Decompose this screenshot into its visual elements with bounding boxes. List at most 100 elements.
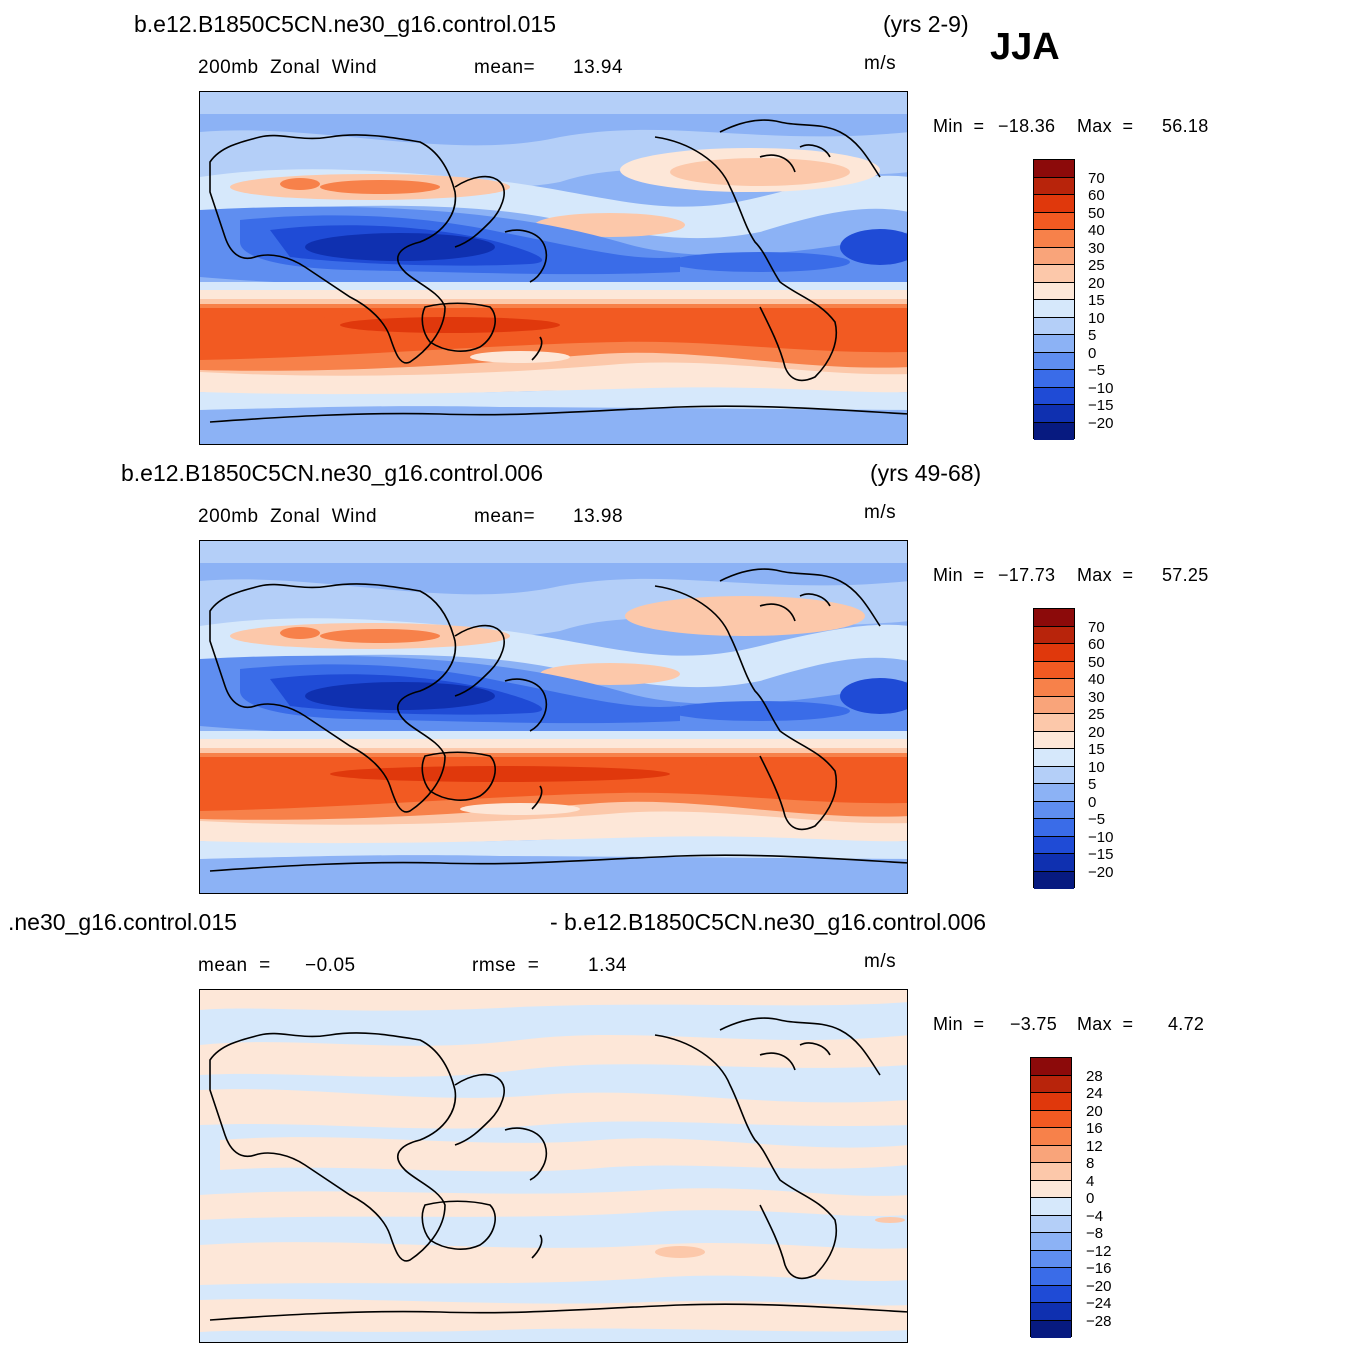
colorbar-level-label: −28: [1086, 1312, 1112, 1330]
panel3-title-right: - b.e12.B1850C5CN.ne30_g16.control.006: [550, 909, 987, 935]
panel1-colorbar: [1033, 159, 1075, 440]
colorbar-level-label: 10: [1088, 758, 1105, 776]
colorbar-level-label: −8: [1086, 1225, 1104, 1242]
colorbar-swatch: [1031, 1215, 1071, 1233]
colorbar-level-label: 5: [1088, 327, 1097, 344]
colorbar-level-label: 15: [1088, 292, 1105, 309]
colorbar-swatch: [1034, 714, 1074, 732]
colorbar-swatch: [1034, 335, 1074, 353]
colorbar-swatch: [1034, 661, 1074, 679]
colorbar-level-label: 0: [1086, 1190, 1095, 1207]
panel3-contour-field: [200, 990, 907, 1342]
colorbar-level-label: −10: [1088, 828, 1114, 846]
colorbar-swatch: [1031, 1093, 1071, 1111]
season-label: JJA: [990, 26, 1060, 68]
colorbar-level-label: 28: [1086, 1067, 1103, 1085]
panel2-years: (yrs 49-68): [870, 460, 982, 486]
panel1-max-value: 56.18: [1162, 116, 1209, 136]
colorbar-swatch: [1034, 644, 1074, 662]
colorbar-swatch: [1034, 801, 1074, 819]
panel2-mean-label: mean=: [474, 506, 536, 527]
colorbar-level-label: 40: [1088, 222, 1105, 239]
colorbar-swatch: [1034, 300, 1074, 318]
colorbar-level-label: 4: [1086, 1172, 1095, 1190]
colorbar-swatch: [1034, 317, 1074, 335]
colorbar-swatch: [1031, 1145, 1071, 1163]
panel3-min-label: Min =: [933, 1014, 985, 1034]
colorbar-level-label: −5: [1088, 811, 1106, 828]
panel1-mean-value: 13.94: [573, 57, 624, 78]
colorbar-swatch: [1034, 265, 1074, 283]
panel3-max-label: Max =: [1077, 1014, 1134, 1034]
colorbar-swatch: [1034, 282, 1074, 300]
panel1-case-title: b.e12.B1850C5CN.ne30_g16.control.015: [134, 11, 556, 37]
colorbar-swatch: [1034, 836, 1074, 854]
colorbar-swatch: [1031, 1198, 1071, 1216]
panel2-map: [199, 540, 908, 894]
colorbar-level-label: 12: [1086, 1137, 1103, 1155]
colorbar-level-label: 30: [1088, 239, 1105, 257]
colorbar-swatch: [1034, 871, 1074, 889]
panel3-title-left: .ne30_g16.control.015: [8, 909, 237, 935]
colorbar-level-label: 20: [1086, 1102, 1103, 1120]
colorbar-level-label: 5: [1088, 776, 1097, 793]
colorbar-swatch: [1034, 405, 1074, 423]
panel1-min-label: Min =: [933, 116, 985, 136]
colorbar-level-label: −15: [1088, 397, 1114, 414]
colorbar-swatch: [1034, 352, 1074, 370]
colorbar-level-label: −5: [1088, 362, 1106, 379]
colorbar-swatch: [1034, 387, 1074, 405]
panel3-map: [199, 989, 908, 1343]
colorbar-level-label: −12: [1086, 1242, 1112, 1260]
colorbar-level-label: 60: [1088, 636, 1105, 653]
panel2-min-value: −17.73: [998, 565, 1056, 585]
panel1-units: m/s: [864, 53, 897, 74]
colorbar-swatch: [1034, 160, 1074, 178]
colorbar-level-label: 30: [1088, 688, 1105, 706]
colorbar-level-label: 10: [1088, 309, 1105, 327]
colorbar-swatch: [1031, 1075, 1071, 1093]
panel2-units: m/s: [864, 502, 897, 523]
colorbar-level-label: 0: [1088, 793, 1097, 811]
colorbar-swatch: [1034, 370, 1074, 388]
colorbar-swatch: [1031, 1163, 1071, 1181]
colorbar-level-label: −20: [1088, 863, 1114, 881]
colorbar-level-label: 20: [1088, 274, 1105, 292]
panel1-min-value: −18.36: [998, 116, 1056, 136]
colorbar-level-label: 70: [1088, 618, 1105, 636]
colorbar-level-label: −20: [1088, 414, 1114, 432]
panel1-contour-field: [200, 92, 907, 444]
colorbar-level-label: 24: [1086, 1085, 1103, 1102]
panel2-max-value: 57.25: [1162, 565, 1209, 585]
colorbar-swatch: [1034, 696, 1074, 714]
colorbar-level-label: 15: [1088, 741, 1105, 758]
colorbar-swatch: [1034, 626, 1074, 644]
colorbar-level-label: −15: [1088, 846, 1114, 863]
panel1-mean-label: mean=: [474, 57, 536, 78]
colorbar-level-label: 50: [1088, 204, 1105, 222]
colorbar-swatch: [1031, 1128, 1071, 1146]
panel2-max-label: Max =: [1077, 565, 1134, 585]
colorbar-swatch: [1031, 1320, 1071, 1338]
colorbar-swatch: [1034, 731, 1074, 749]
colorbar-swatch: [1031, 1285, 1071, 1303]
colorbar-swatch: [1034, 247, 1074, 265]
colorbar-swatch: [1034, 230, 1074, 248]
panel1-variable: 200mb Zonal Wind: [198, 57, 378, 78]
colorbar-swatch: [1031, 1250, 1071, 1268]
colorbar-swatch: [1034, 195, 1074, 213]
colorbar-swatch: [1031, 1268, 1071, 1286]
colorbar-level-label: 0: [1088, 344, 1097, 362]
panel3-mean-label: mean =: [198, 955, 271, 976]
panel3-rmse-value: 1.34: [588, 955, 627, 976]
colorbar-level-label: 25: [1088, 257, 1105, 274]
colorbar-level-label: 25: [1088, 706, 1105, 723]
colorbar-swatch: [1034, 177, 1074, 195]
colorbar-swatch: [1034, 766, 1074, 784]
panel3-rmse-label: rmse =: [472, 955, 540, 976]
colorbar-level-label: −16: [1086, 1260, 1112, 1277]
panel2-colorbar: [1033, 608, 1075, 889]
colorbar-swatch: [1034, 784, 1074, 802]
colorbar-level-label: −20: [1086, 1277, 1112, 1295]
panel3-units: m/s: [864, 951, 897, 972]
